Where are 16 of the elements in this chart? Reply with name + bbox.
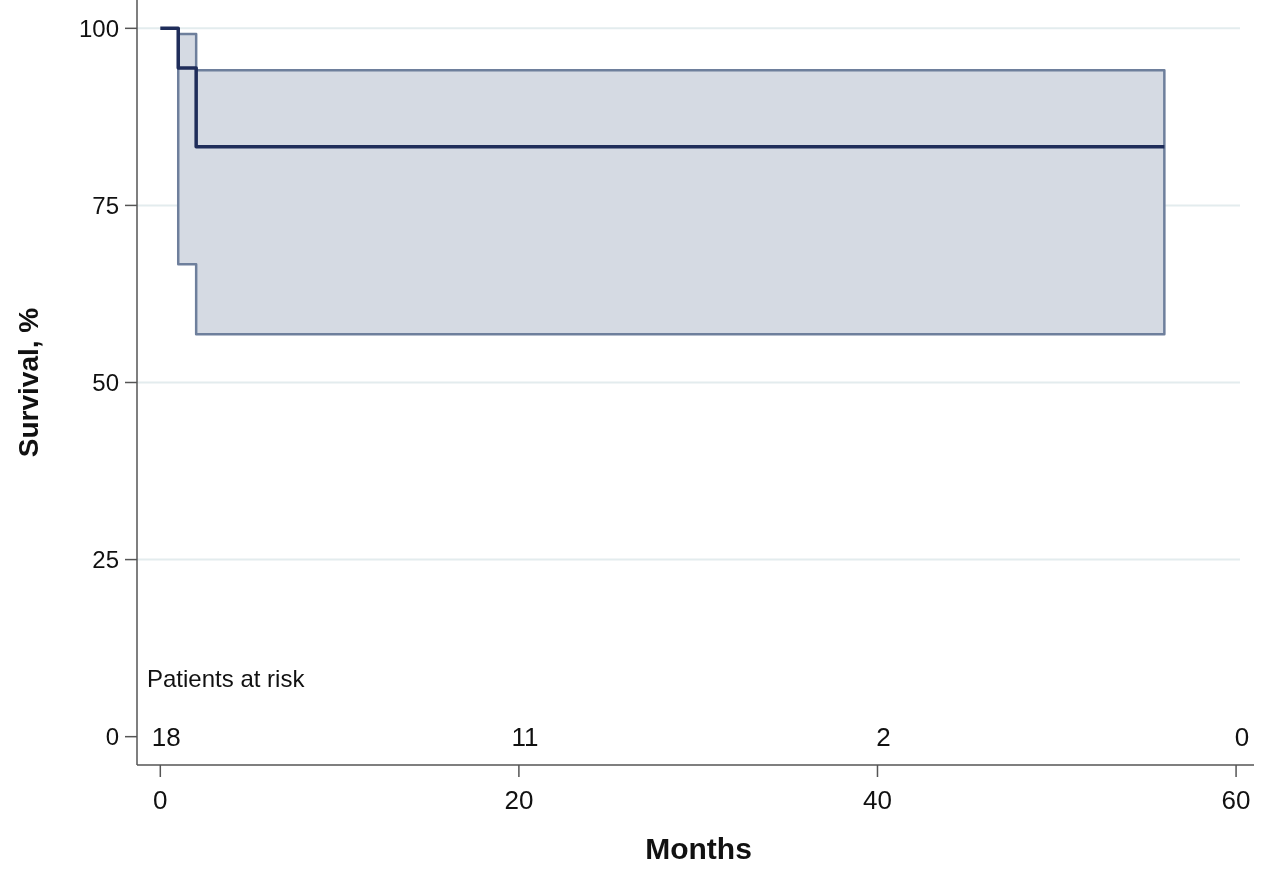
x-tick-label: 0: [153, 785, 168, 815]
y-tick-label: 25: [92, 545, 119, 573]
annotation: 11: [511, 722, 539, 753]
x-axis-title: Months: [645, 832, 752, 865]
y-axis-title: Survival, %: [13, 307, 44, 458]
annotation: Patients at risk: [147, 665, 306, 692]
x-tick-label: 40: [863, 785, 892, 815]
y-tick-label: 75: [92, 191, 119, 219]
y-tick-label: 50: [92, 368, 119, 396]
annotation: 2: [876, 722, 891, 753]
x-tick-label: 20: [504, 785, 534, 815]
y-tick-label: 0: [105, 723, 119, 751]
x-tick-label: 60: [1221, 785, 1251, 815]
y-tick-label: 100: [78, 14, 119, 42]
annotation: 18: [151, 722, 181, 753]
annotation: 0: [1234, 722, 1250, 753]
